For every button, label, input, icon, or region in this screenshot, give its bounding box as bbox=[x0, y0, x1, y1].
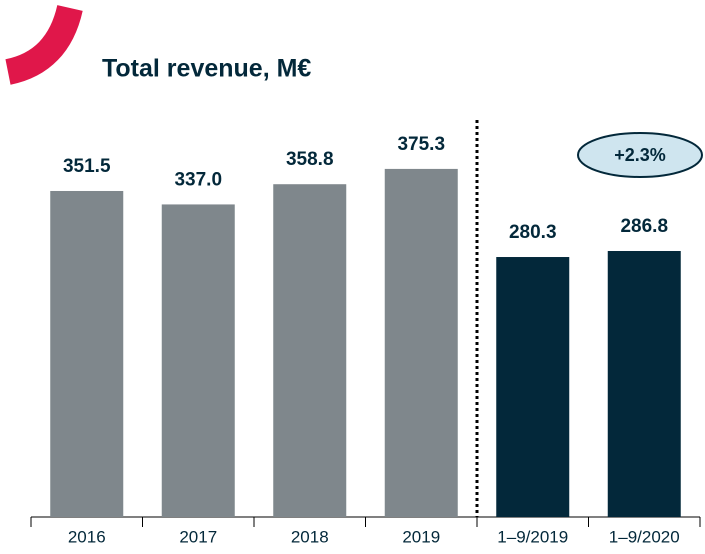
x-tick-label: 2019 bbox=[402, 527, 440, 546]
x-tick-label: 1–9/2020 bbox=[609, 527, 680, 546]
growth-badge bbox=[577, 132, 703, 178]
chart-title: Total revenue, M€ bbox=[102, 55, 311, 83]
logo-arc bbox=[4, 4, 83, 85]
x-tick-label: 2017 bbox=[179, 527, 217, 546]
x-tick-label: 1–9/2019 bbox=[497, 527, 568, 546]
bar bbox=[273, 184, 347, 517]
value-label: 280.3 bbox=[509, 222, 557, 243]
bar bbox=[607, 250, 681, 518]
bar bbox=[384, 168, 458, 518]
value-label: 337.0 bbox=[174, 169, 222, 190]
growth-label: +2.3% bbox=[614, 145, 666, 165]
bar bbox=[496, 257, 570, 517]
value-label: 375.3 bbox=[397, 134, 445, 155]
x-tick-label: 2016 bbox=[68, 527, 106, 546]
bar bbox=[50, 190, 124, 517]
value-label: 351.5 bbox=[63, 156, 111, 177]
value-label: 286.8 bbox=[620, 216, 668, 237]
bar bbox=[161, 204, 235, 517]
x-tick-label: 2018 bbox=[291, 527, 329, 546]
value-label: 358.8 bbox=[286, 149, 334, 170]
